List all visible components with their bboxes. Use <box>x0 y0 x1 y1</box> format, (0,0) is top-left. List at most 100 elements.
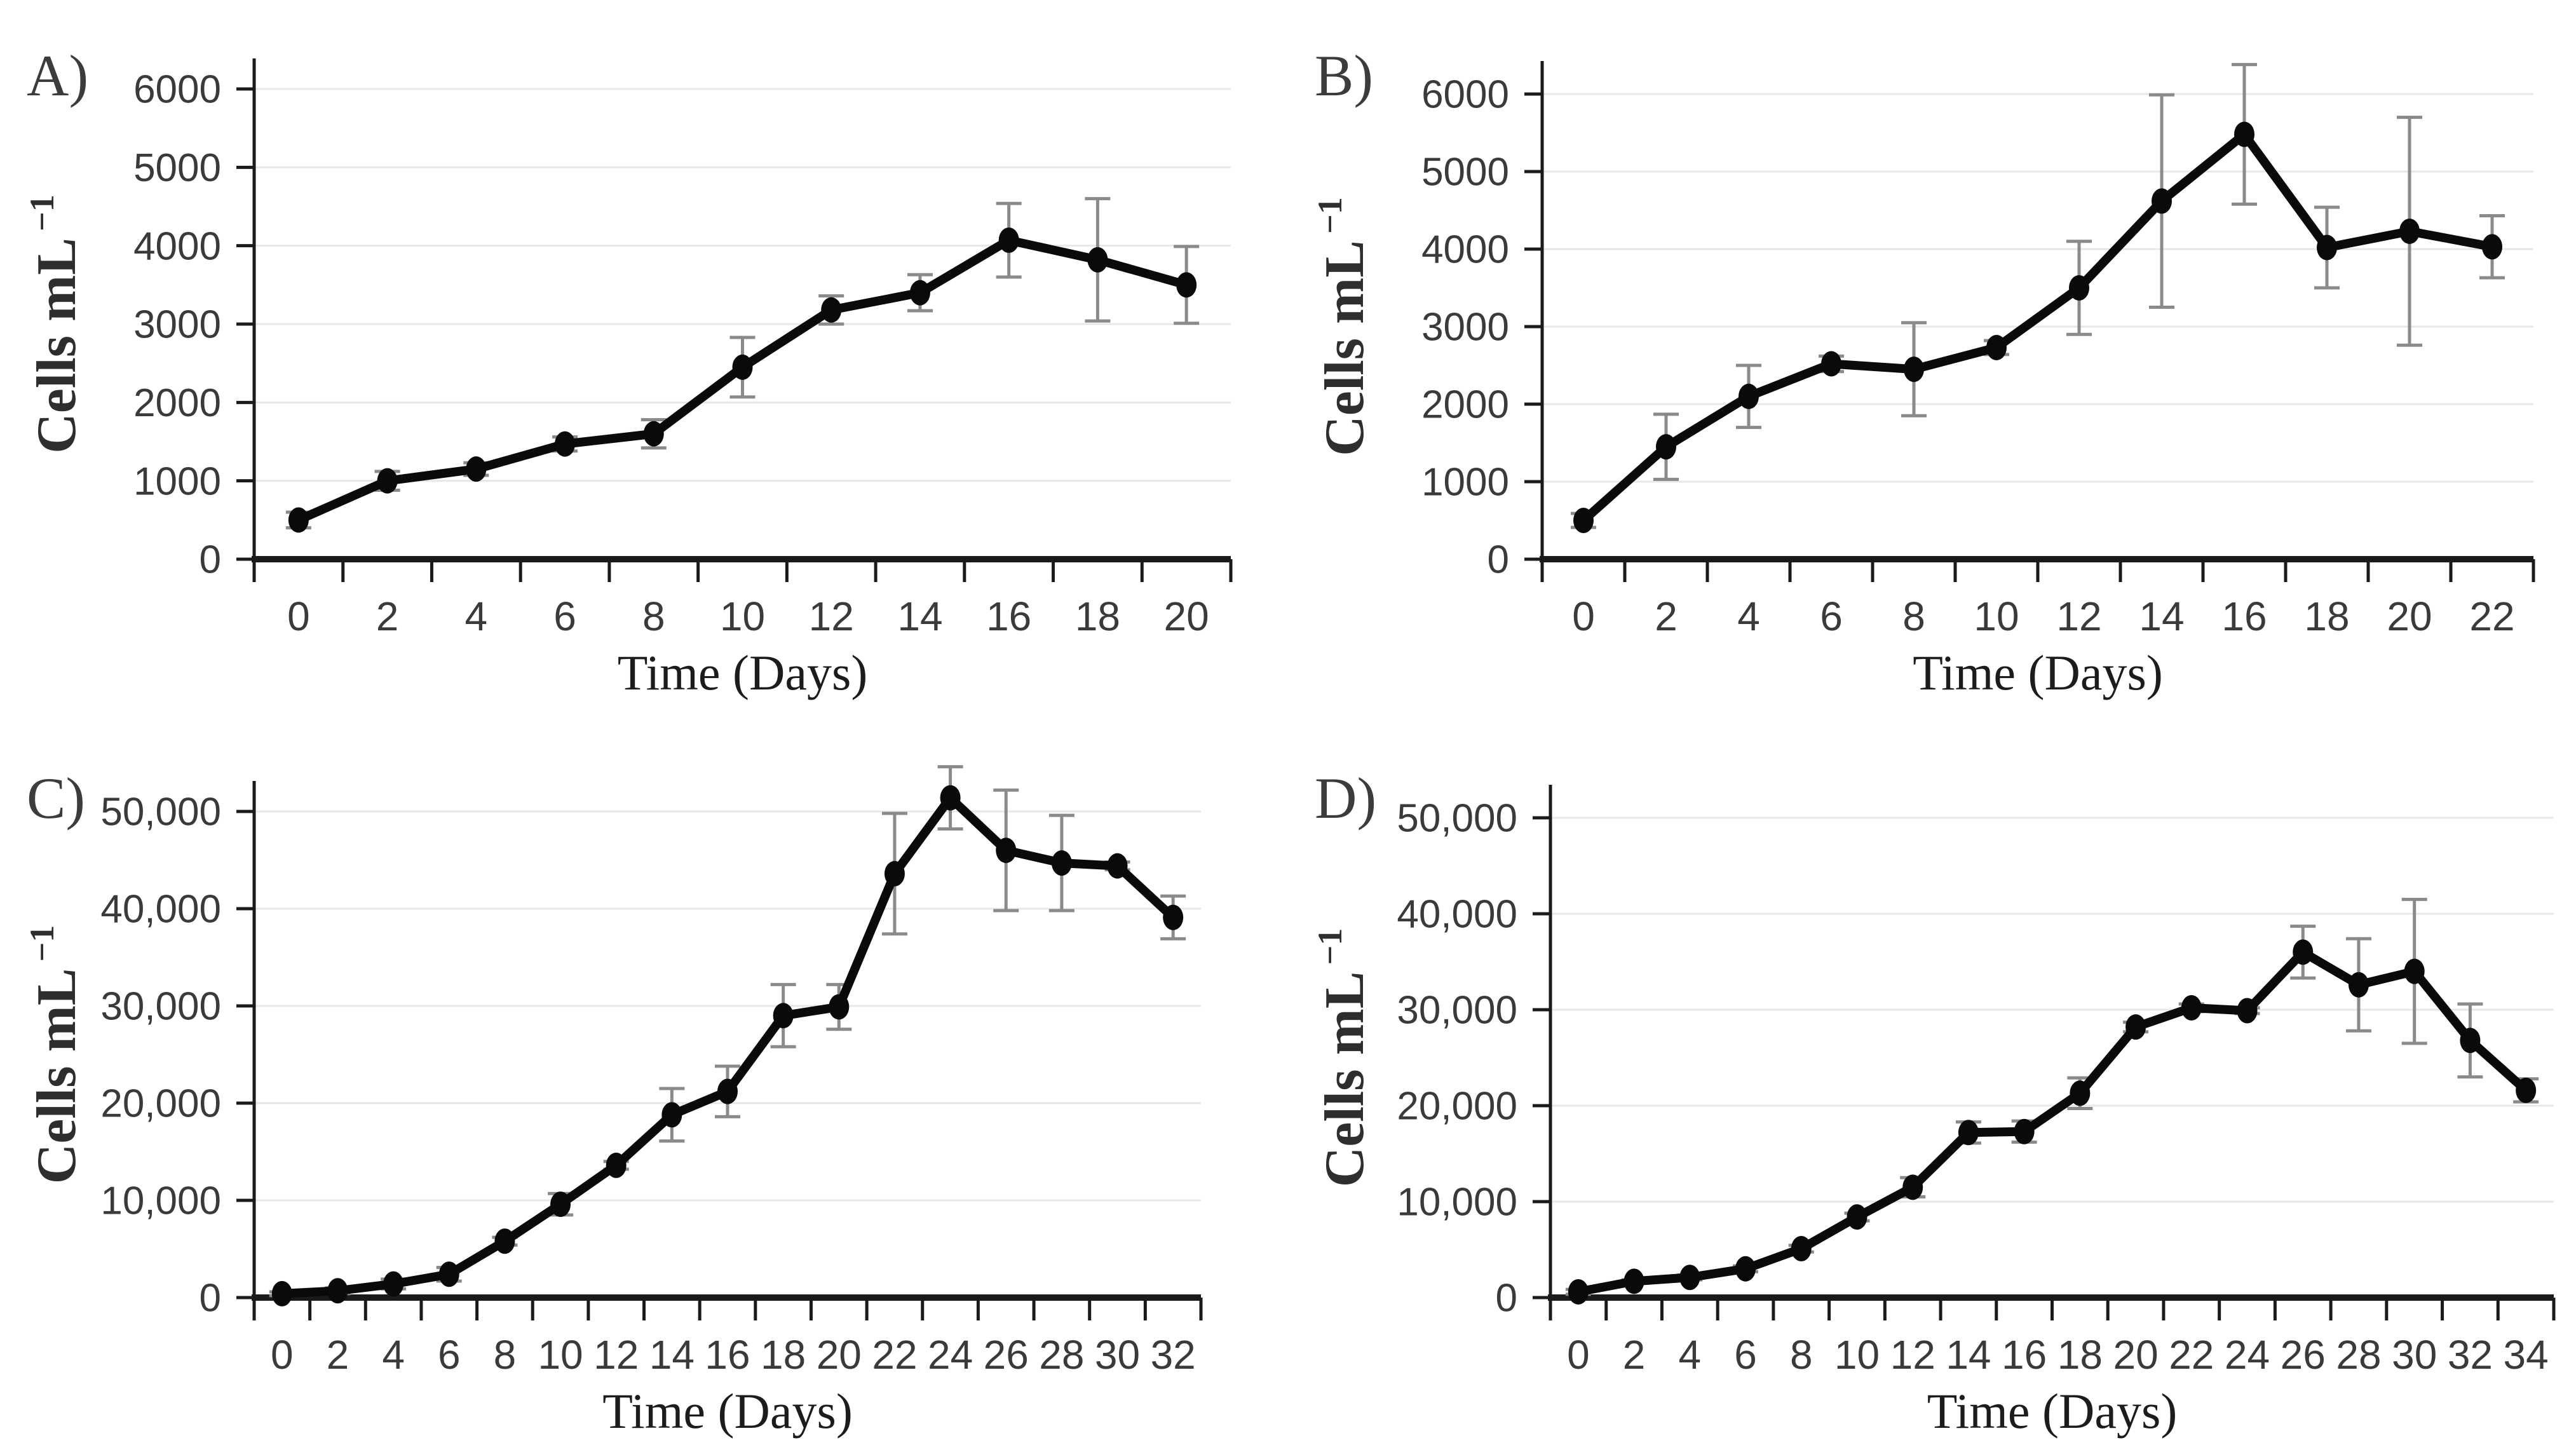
data-point <box>2125 1014 2146 1040</box>
x-tick-label: 22 <box>2469 594 2514 639</box>
axes <box>236 58 1233 582</box>
data-point <box>829 994 850 1020</box>
data-point <box>271 1280 292 1306</box>
panel-b: 0 1000 2000 3000 4000 5000 6000 0 2 4 6 8 10 12 14 16 18… <box>1288 0 2576 722</box>
x-tick-label: 18 <box>2304 594 2349 639</box>
data-line <box>1579 130 2497 525</box>
data-point <box>773 1003 794 1029</box>
y-tick-label: 1000 <box>1421 461 1509 505</box>
x-tick-label: 30 <box>2392 1332 2437 1378</box>
x-tick-label: 2 <box>376 594 399 639</box>
y-tick-label: 30,000 <box>1397 989 1517 1033</box>
gridlines <box>254 88 1231 482</box>
y-tick-label: 0 <box>1496 1277 1517 1320</box>
data-point <box>643 421 664 447</box>
y-tick-label: 6000 <box>133 68 221 112</box>
data-point <box>494 1228 515 1254</box>
panel-a-chart: 0 1000 2000 3000 4000 5000 6000 0 2 4 6 8 10 12 14 16 18… <box>23 43 1233 700</box>
x-tick-label: 8 <box>494 1332 517 1378</box>
data-point <box>940 785 961 811</box>
gridlines <box>1550 817 2554 1203</box>
data-point <box>717 1078 738 1104</box>
data-point <box>821 297 842 323</box>
panel-letter: D) <box>1315 766 1376 831</box>
axes <box>1533 785 2556 1320</box>
y-axis-title: Cells mL−1 <box>23 194 88 454</box>
x-tick-label: 4 <box>1737 594 1760 639</box>
x-tick-label: 12 <box>593 1332 639 1378</box>
data-point <box>1163 904 1184 930</box>
y-tick-label: 0 <box>200 538 221 582</box>
y-tick-label: 50,000 <box>100 790 221 834</box>
panel-letter: B) <box>1315 43 1373 108</box>
data-point <box>1739 383 1759 409</box>
gridlines <box>1542 93 2533 483</box>
data-point <box>1573 508 1594 533</box>
y-tick-label: 3000 <box>133 303 221 347</box>
data-point <box>732 354 753 380</box>
x-tick-label: 20 <box>817 1332 862 1378</box>
x-tick-label: 10 <box>1974 594 2019 639</box>
x-tick-label: 12 <box>809 594 854 639</box>
x-tick-label: 20 <box>2113 1332 2158 1378</box>
error-bars <box>1571 63 2505 529</box>
y-tick-label: 6000 <box>1421 73 1509 117</box>
y-tick-labels: 0 1000 2000 3000 4000 5000 6000 <box>1421 73 1509 582</box>
y-tick-label: 20,000 <box>1397 1085 1517 1129</box>
data-point <box>1821 351 1841 377</box>
data-point <box>998 227 1019 254</box>
data-point <box>2348 972 2369 998</box>
data-point <box>438 1261 459 1287</box>
y-tick-label: 20,000 <box>100 1082 221 1126</box>
data-point <box>1624 1268 1644 1294</box>
panel-b-chart: 0 1000 2000 3000 4000 5000 6000 0 2 4 6 8 10 12 14 16 18… <box>1311 43 2535 700</box>
data-point <box>1735 1256 1756 1282</box>
data-point <box>2237 998 2258 1024</box>
x-tick-label: 10 <box>1834 1332 1880 1378</box>
data-point <box>1568 1279 1589 1305</box>
x-tick-label: 6 <box>1820 594 1843 639</box>
x-tick-label: 26 <box>984 1332 1029 1378</box>
data-point <box>2460 1028 2481 1054</box>
x-tick-label: 10 <box>538 1332 583 1378</box>
y-tick-label: 0 <box>200 1277 221 1320</box>
x-tick-label: 10 <box>720 594 765 639</box>
data-point <box>377 468 398 494</box>
axes <box>1524 61 2535 582</box>
y-tick-labels: 0 10,000 20,000 30,000 40,000 50,000 <box>1397 797 1517 1320</box>
x-tick-label: 28 <box>1039 1332 1084 1378</box>
x-tick-label: 20 <box>1164 594 1209 639</box>
y-tick-label: 2000 <box>133 381 221 425</box>
x-tick-label: 8 <box>1790 1332 1813 1378</box>
y-tick-label: 5000 <box>133 146 221 190</box>
y-tick-label: 0 <box>1488 538 1509 582</box>
data-point <box>884 860 905 886</box>
data-point <box>1791 1235 1812 1261</box>
x-tick-label: 22 <box>872 1332 917 1378</box>
data-point <box>2399 218 2420 244</box>
data-point <box>2234 121 2254 147</box>
x-tick-label: 0 <box>1572 594 1595 639</box>
x-tick-label: 14 <box>649 1332 695 1378</box>
y-tick-label: 2000 <box>1421 383 1509 427</box>
y-tick-label: 3000 <box>1421 306 1509 349</box>
y-axis-title: Cells mL−1 <box>1311 197 1376 456</box>
data-point <box>1958 1120 1979 1146</box>
data-markers <box>271 785 1184 1306</box>
data-point <box>1847 1204 1868 1230</box>
data-point <box>1679 1265 1700 1291</box>
y-axis-title: Cells mL−1 <box>1311 928 1376 1188</box>
x-tick-label: 32 <box>2448 1332 2493 1378</box>
panel-a: 0 1000 2000 3000 4000 5000 6000 0 2 4 6 8 10 12 14 16 18… <box>0 0 1288 722</box>
x-tick-label: 2 <box>1623 1332 1646 1378</box>
data-point <box>996 838 1017 864</box>
y-axis-title: Cells mL−1 <box>23 925 88 1184</box>
panel-d: 0 10,000 20,000 30,000 40,000 50,000 0 2 4 6 8 10 12… <box>1288 722 2576 1445</box>
y-tick-label: 10,000 <box>100 1179 221 1223</box>
axes <box>236 781 1203 1320</box>
x-tick-label: 8 <box>1902 594 1925 639</box>
x-axis-title: Time (Days) <box>1913 645 2163 700</box>
data-point <box>1902 1174 1923 1200</box>
y-tick-label: 10,000 <box>1397 1181 1517 1225</box>
y-tick-label: 40,000 <box>100 888 221 932</box>
